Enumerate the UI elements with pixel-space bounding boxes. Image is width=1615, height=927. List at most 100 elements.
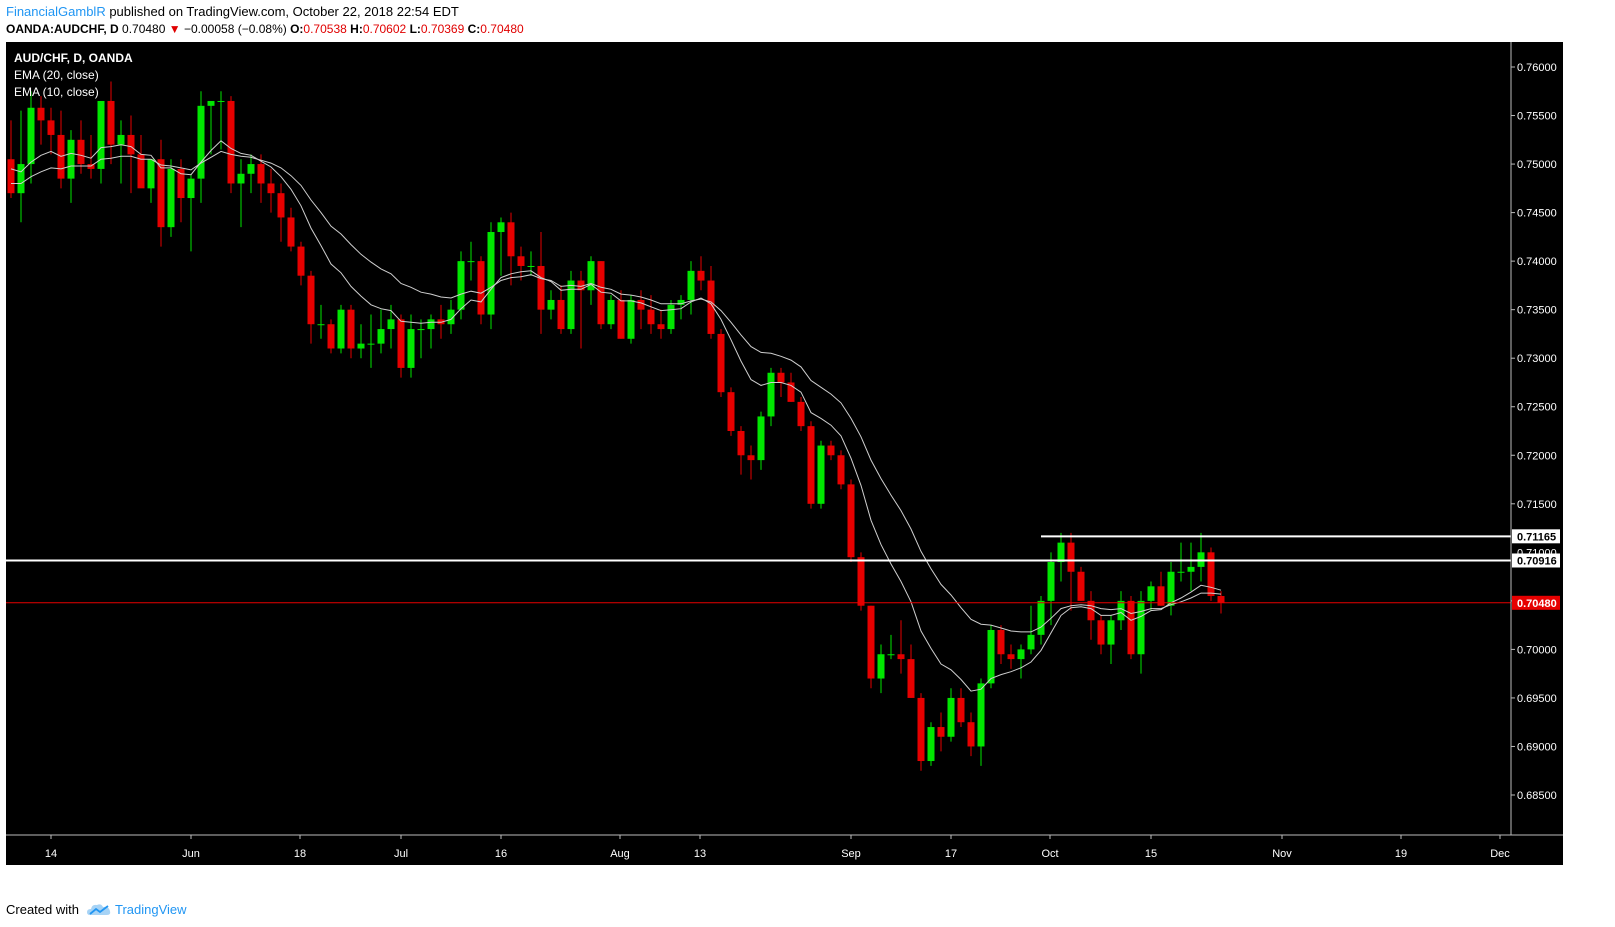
candle-body bbox=[67, 139, 75, 179]
candle-body bbox=[617, 299, 625, 339]
candle-body bbox=[637, 299, 645, 310]
time-axis[interactable]: 14 Jun 18 Jul 16 Aug 13 Sep 17 Oct 15 Nov 19 Dec bbox=[45, 835, 1510, 860]
current-price-tag-bg bbox=[1512, 595, 1560, 610]
candle-body bbox=[247, 164, 255, 174]
candle-body bbox=[1067, 542, 1075, 572]
candle-body bbox=[917, 697, 925, 762]
candle-body bbox=[717, 333, 725, 393]
publish-text: published on TradingView.com, October 22… bbox=[109, 4, 459, 19]
candle-body bbox=[1107, 620, 1115, 645]
candle-body bbox=[987, 629, 995, 684]
current-price-tag-text: 0.70480 bbox=[1517, 598, 1557, 610]
chart-background bbox=[6, 42, 1563, 865]
candle-body bbox=[947, 697, 955, 737]
y-tick-label: 0.71500 bbox=[1517, 499, 1557, 511]
candle-body bbox=[967, 722, 975, 747]
candle-body bbox=[657, 324, 665, 330]
candle-body bbox=[877, 654, 885, 679]
candle-body bbox=[847, 484, 855, 558]
candle-body bbox=[807, 426, 815, 504]
y-tick-label: 0.72000 bbox=[1517, 450, 1557, 462]
candle-body bbox=[587, 261, 595, 291]
price-axis[interactable]: 0.76000 0.75500 0.75000 0.74500 0.74000 0.735… bbox=[1511, 62, 1560, 802]
candle-body bbox=[1087, 600, 1095, 621]
candle-body bbox=[327, 324, 335, 349]
x-tick-label: Nov bbox=[1272, 848, 1292, 860]
candle-body bbox=[1177, 571, 1185, 573]
candle-body bbox=[647, 309, 655, 325]
x-tick-label: Dec bbox=[1490, 848, 1510, 860]
candle-body bbox=[7, 159, 15, 194]
x-tick-label: Sep bbox=[841, 848, 861, 860]
candle-body bbox=[697, 270, 705, 281]
candle-body bbox=[147, 159, 155, 189]
legend-ema20: EMA (20, close) bbox=[14, 68, 99, 82]
tradingview-cloud-icon bbox=[86, 903, 111, 915]
legend-ema10: EMA (10, close) bbox=[14, 85, 99, 99]
candle-body bbox=[527, 265, 535, 267]
candle-body bbox=[707, 280, 715, 334]
candle-body bbox=[1077, 571, 1085, 601]
tradingview-label: TradingView bbox=[114, 902, 187, 917]
candle-body bbox=[1117, 600, 1125, 621]
level-tag-high: 0.71165 bbox=[1512, 529, 1560, 544]
candle-body bbox=[267, 183, 275, 194]
candle-body bbox=[167, 168, 175, 228]
candle-body bbox=[27, 107, 35, 165]
current-price-tag: 0.70480 bbox=[1512, 595, 1560, 610]
y-tick-label: 0.73000 bbox=[1517, 353, 1557, 365]
candle-body bbox=[367, 343, 375, 345]
candle-body bbox=[907, 659, 915, 698]
candle-body bbox=[1187, 566, 1195, 572]
candle-body bbox=[277, 193, 285, 218]
candle-body bbox=[927, 727, 935, 762]
x-tick-label: 19 bbox=[1395, 848, 1407, 860]
candle-body bbox=[1157, 586, 1165, 606]
chart-legend: AUD/CHF, D, OANDA EMA (20, close) EMA (10,… bbox=[14, 51, 133, 99]
legend-symbol: AUD/CHF, D, OANDA bbox=[14, 51, 133, 65]
level-tag-low: 0.70916 bbox=[1512, 553, 1560, 568]
x-tick-label: 15 bbox=[1145, 848, 1157, 860]
candle-body bbox=[257, 164, 265, 184]
candle-body bbox=[557, 299, 565, 330]
ema10-line bbox=[10, 140, 1222, 692]
candle-body bbox=[537, 265, 545, 310]
candle-body bbox=[137, 154, 145, 189]
candle-body bbox=[1127, 600, 1135, 655]
candle-body bbox=[47, 120, 55, 135]
candle-body bbox=[627, 299, 635, 339]
candle-body bbox=[547, 299, 555, 310]
price-chart[interactable]: 0.76000 0.75500 0.75000 0.74500 0.74000 0.735… bbox=[0, 40, 1615, 902]
symbol-info: OANDA:AUDCHF, D 0.70480 ▼ −0.00058 (−0.0… bbox=[6, 22, 524, 36]
y-tick-label: 0.75000 bbox=[1517, 159, 1557, 171]
candle-body bbox=[577, 280, 585, 291]
candle-body bbox=[317, 324, 325, 326]
x-tick-label: 13 bbox=[694, 848, 706, 860]
candle-body bbox=[747, 455, 755, 461]
candle-body bbox=[687, 270, 695, 300]
candle-body bbox=[937, 727, 945, 737]
candle-body bbox=[177, 168, 185, 199]
candle-body bbox=[797, 401, 805, 427]
candle-body bbox=[357, 343, 365, 349]
level-tag-high-bg bbox=[1512, 529, 1560, 544]
publish-info: FinancialGamblR published on TradingView… bbox=[6, 4, 459, 19]
author-link[interactable]: FinancialGamblR bbox=[6, 4, 106, 19]
candle-body bbox=[677, 299, 685, 305]
candle-body bbox=[737, 431, 745, 456]
candle-body bbox=[1097, 620, 1105, 645]
candle-body bbox=[887, 654, 895, 656]
candle-body bbox=[517, 256, 525, 266]
candle-body bbox=[1027, 634, 1035, 650]
candle-body bbox=[977, 683, 985, 747]
level-tag-low-bg bbox=[1512, 553, 1560, 568]
y-tick-label: 0.76000 bbox=[1517, 62, 1557, 74]
tradingview-link[interactable]: TradingView bbox=[86, 902, 187, 917]
candle-body bbox=[757, 416, 765, 461]
close-value: 0.70480 bbox=[480, 22, 524, 36]
footer: Created with TradingView bbox=[6, 902, 187, 917]
candle-body bbox=[497, 222, 505, 233]
change-value: −0.00058 (−0.08%) bbox=[183, 22, 287, 36]
x-tick-label: 17 bbox=[945, 848, 957, 860]
open-label: O: bbox=[290, 22, 304, 36]
